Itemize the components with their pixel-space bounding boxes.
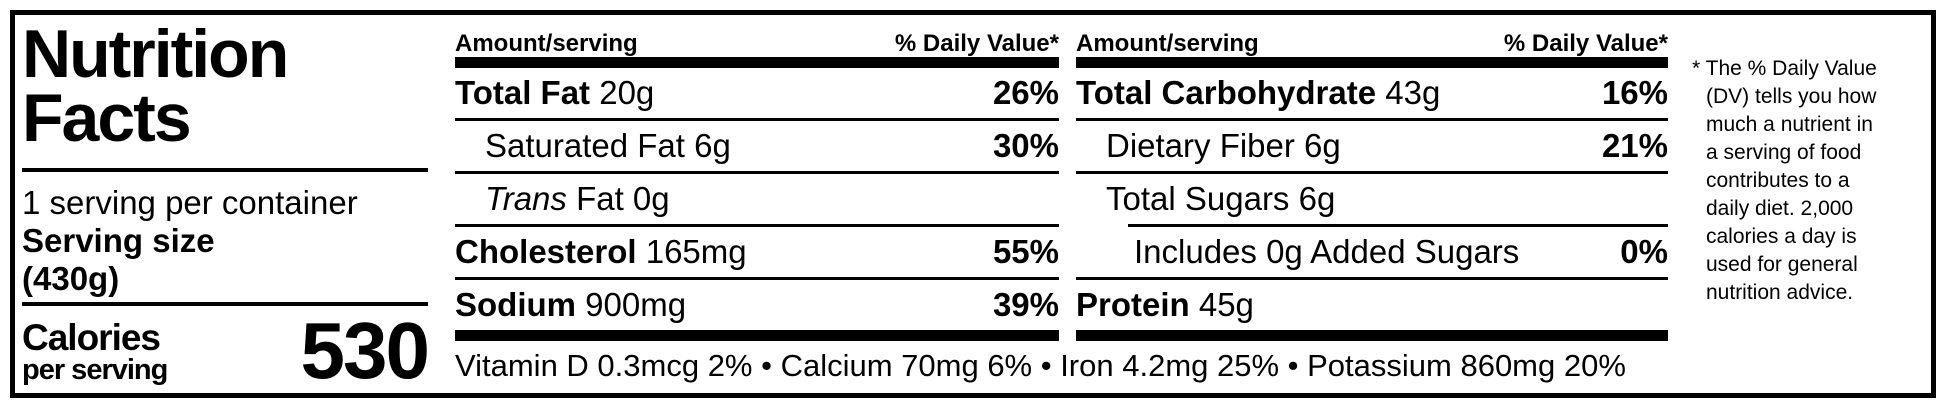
- nutrition-facts-title: Nutrition Facts: [22, 16, 428, 156]
- nutrient-row-total-fat: Total Fat 20g 26%: [455, 68, 1059, 118]
- title-line-2: Facts: [22, 80, 192, 156]
- micronutrients-line: Vitamin D 0.3mcg 2% • Calcium 70mg 6% • …: [455, 348, 1626, 383]
- divider: [22, 168, 428, 172]
- title-line-1: Nutrition: [22, 16, 289, 92]
- nutrient-name: Trans Fat 0g: [485, 180, 670, 217]
- column-header-amount: Amount/serving: [455, 30, 638, 57]
- servings-per-container: 1 serving per container: [22, 184, 358, 221]
- nutrient-row-saturated-fat: Saturated Fat 6g 30%: [455, 121, 1059, 171]
- column-header: Amount/serving % Daily Value*: [455, 24, 1059, 57]
- thick-bar: [455, 330, 1059, 341]
- calories-label: Calories: [22, 317, 161, 358]
- column-header-daily-value: % Daily Value*: [894, 30, 1059, 57]
- divider: [1076, 118, 1668, 121]
- nutrient-name: Protein 45g: [1076, 286, 1254, 323]
- thick-bar: [1076, 330, 1668, 341]
- label-left-panel: Nutrition Facts 1 serving per container …: [22, 16, 430, 395]
- nutrient-column-carb: Amount/serving % Daily Value* Total Carb…: [1076, 24, 1668, 341]
- nutrient-row-added-sugars: Includes 0g Added Sugars 0%: [1076, 227, 1668, 277]
- divider: [455, 277, 1059, 280]
- nutrient-name: Saturated Fat 6g: [485, 127, 731, 164]
- nutrient-row-sodium: Sodium 900mg 39%: [455, 280, 1059, 330]
- column-header-amount: Amount/serving: [1076, 30, 1259, 57]
- nutrient-name: Dietary Fiber 6g: [1106, 127, 1341, 164]
- nutrient-row-dietary-fiber: Dietary Fiber 6g 21%: [1076, 121, 1668, 171]
- label-border: [10, 10, 1936, 398]
- divider: [1076, 277, 1668, 280]
- nutrient-row-total-sugars: Total Sugars 6g: [1076, 174, 1668, 224]
- divider: [1076, 171, 1668, 174]
- serving-size-label: Serving size: [22, 222, 215, 259]
- daily-value-percent: 55%: [992, 233, 1059, 270]
- nutrient-row-trans-fat: Trans Fat 0g: [455, 174, 1059, 224]
- daily-value-footnote: * The % Daily Value (DV) tells you how m…: [1692, 57, 1877, 304]
- daily-value-percent: 26%: [992, 74, 1059, 111]
- nutrient-name: Sodium 900mg: [455, 286, 687, 323]
- daily-value-percent: 39%: [992, 286, 1059, 323]
- calories-words: Calories per serving: [22, 316, 168, 386]
- divider: [455, 224, 1059, 227]
- daily-value-percent: 30%: [992, 127, 1059, 164]
- column-header: Amount/serving % Daily Value*: [1076, 24, 1668, 57]
- calories-section: Calories per serving 530: [22, 306, 430, 395]
- calories-sublabel: per serving: [22, 354, 168, 386]
- divider: [1128, 224, 1668, 227]
- nutrient-row-total-carbohydrate: Total Carbohydrate 43g 16%: [1076, 68, 1668, 118]
- nutrient-name: Total Carbohydrate 43g: [1076, 74, 1441, 111]
- nutrient-name: Includes 0g Added Sugars: [1134, 233, 1520, 270]
- daily-value-percent: 0%: [1620, 233, 1668, 270]
- divider: [22, 302, 428, 306]
- daily-value-percent: 16%: [1601, 74, 1668, 111]
- thick-bar: [455, 57, 1059, 68]
- nutrient-row-protein: Protein 45g: [1076, 280, 1668, 330]
- nutrient-row-cholesterol: Cholesterol 165mg 55%: [455, 227, 1059, 277]
- daily-value-percent: 21%: [1601, 127, 1668, 164]
- divider: [455, 118, 1059, 121]
- nutrient-name: Total Sugars 6g: [1106, 180, 1336, 217]
- serving-size-value: (430g): [22, 260, 120, 297]
- column-header-daily-value: % Daily Value*: [1503, 30, 1668, 57]
- nutrient-column-fat: Amount/serving % Daily Value* Total Fat …: [455, 24, 1059, 341]
- nutrient-name: Total Fat 20g: [455, 74, 655, 111]
- divider: [455, 171, 1059, 174]
- calories-value: 530: [300, 306, 430, 395]
- thick-bar: [1076, 57, 1668, 68]
- nutrient-name: Cholesterol 165mg: [455, 233, 747, 270]
